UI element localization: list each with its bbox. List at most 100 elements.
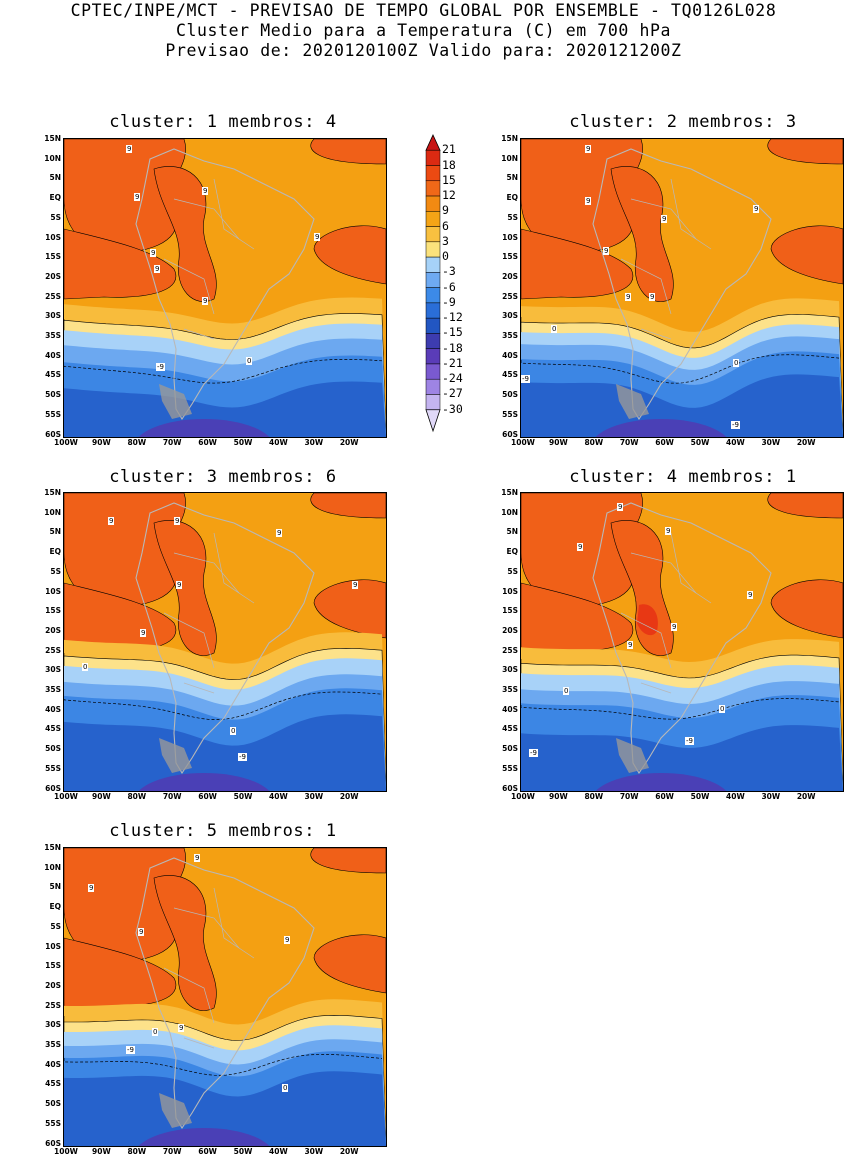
lat-tick-label: 55S	[502, 763, 518, 773]
contour-label: 9	[314, 233, 321, 241]
lat-tick-label: 35S	[45, 685, 61, 694]
lat-tick-label: 60S	[45, 1138, 61, 1148]
colorbar-swatch	[425, 348, 441, 365]
lon-tick-label: 30W	[304, 438, 324, 447]
lat-tick-label: 45S	[45, 370, 61, 380]
lon-tick-label: 90W	[549, 792, 568, 801]
colorbar-swatch	[425, 272, 441, 288]
panel-title: cluster: 1 membros: 4	[109, 112, 337, 132]
lon-tick-label: 90W	[549, 438, 568, 447]
lat-tick-label: 60S	[45, 783, 61, 793]
lon-tick-label: 70W	[162, 792, 182, 801]
lon-tick-label: 100W	[511, 792, 535, 801]
lat-tick-label: 20S	[502, 625, 518, 635]
lon-tick-label: 60W	[655, 438, 674, 447]
temperature-map	[64, 493, 386, 791]
lon-tick-label: 80W	[127, 438, 147, 447]
lat-tick-label: 25S	[45, 645, 61, 655]
contour-label: 9	[108, 517, 115, 525]
lon-tick-label: 30W	[761, 792, 781, 801]
lon-tick-label: 20W	[339, 1147, 359, 1156]
lat-tick-label: 15S	[45, 606, 61, 616]
lon-tick-label: 90W	[92, 1147, 111, 1156]
contour-label: 9	[352, 581, 359, 589]
contour-label: 9	[603, 247, 610, 255]
lat-tick-label: 15S	[45, 961, 61, 971]
lat-tick-label: 20S	[45, 625, 61, 635]
lat-tick-label: 15S	[502, 252, 518, 262]
lat-tick-label: 15S	[45, 252, 61, 262]
colorbar-label: -24	[442, 371, 463, 386]
lat-tick-label: 5S	[50, 566, 61, 576]
lon-tick-label: 60W	[655, 792, 674, 801]
colorbar-swatch	[425, 317, 441, 334]
lat-tick-label: 45S	[502, 724, 518, 734]
lon-tick-label: 100W	[54, 438, 78, 447]
lon-tick-label: 20W	[796, 438, 816, 447]
contour-label: 9	[126, 145, 133, 153]
colorbar-label: -27	[442, 386, 463, 401]
map-panel-5: 9 9 9 9 9 0 0 -9	[63, 847, 387, 1147]
contour-label: 9	[284, 936, 291, 944]
lat-tick-label: 10N	[44, 153, 61, 163]
contour-label: 9	[194, 854, 201, 862]
lon-tick-label: 60W	[198, 438, 217, 447]
contour-label: 0	[82, 663, 89, 671]
lat-tick-label: 10S	[45, 586, 61, 596]
lon-tick-label: 30W	[304, 1147, 324, 1156]
colorbar-swatch	[425, 302, 441, 319]
contour-label: -9	[521, 375, 530, 383]
colorbar-label: 3	[442, 233, 449, 248]
lon-tick-label: 80W	[584, 792, 604, 801]
contour-label: 9	[154, 265, 161, 273]
colorbar-label: -21	[442, 355, 463, 370]
lon-tick-label: 20W	[339, 792, 359, 801]
contour-label: 9	[627, 641, 634, 649]
colorbar-label: 15	[442, 172, 456, 187]
lat-tick-label: 30S	[502, 665, 518, 675]
lat-tick-label: EQ	[49, 902, 62, 912]
lat-tick-label: 25S	[45, 291, 61, 301]
contour-label: 9	[747, 591, 754, 599]
header-line-1: CPTEC/INPE/MCT - PREVISAO DE TEMPO GLOBA…	[70, 1, 777, 20]
colorbar-label: -3	[442, 264, 456, 279]
colorbar-swatch	[425, 226, 441, 243]
contour-label: 9	[150, 249, 157, 257]
lon-tick-label: 40W	[269, 1147, 288, 1156]
lat-tick-label: 5N	[506, 173, 519, 183]
lat-tick-label: 10N	[501, 507, 518, 517]
contour-label: 0	[282, 1084, 289, 1092]
contour-label: 9	[585, 197, 592, 205]
lat-tick-label: 15N	[44, 134, 61, 143]
contour-label: 9	[140, 629, 147, 637]
lat-tick-label: 5N	[49, 527, 62, 537]
map-panel-3: 9 9 9 9 9 9 0 0 -9	[63, 492, 387, 792]
contour-label: 9	[134, 193, 141, 201]
lat-tick-label: 30S	[45, 665, 61, 675]
lat-tick-label: 10S	[502, 586, 518, 596]
lon-tick-label: 40W	[269, 438, 288, 447]
colorbar-label: -30	[442, 401, 463, 416]
lat-tick-label: 50S	[45, 1099, 61, 1109]
lon-tick-label: 90W	[92, 792, 111, 801]
colorbar-label: -9	[442, 294, 456, 309]
lat-tick-label: EQ	[506, 193, 519, 203]
lat-tick-label: 35S	[502, 331, 518, 340]
colorbar-label: 21	[442, 142, 456, 157]
colorbar-swatch	[425, 195, 441, 212]
lon-tick-label: 70W	[619, 792, 639, 801]
panel-title: cluster: 2 membros: 3	[569, 112, 797, 132]
lon-tick-label: 50W	[690, 438, 710, 447]
contour-label: -9	[156, 363, 165, 371]
lon-tick-label: 50W	[233, 1147, 253, 1156]
lat-tick-label: 30S	[502, 311, 518, 321]
colorbar-swatch	[425, 333, 441, 349]
colorbar-swatch	[425, 287, 441, 304]
lat-tick-label: 40S	[45, 1059, 61, 1069]
contour-label: 9	[625, 293, 632, 301]
contour-label: 9	[671, 623, 678, 631]
lat-tick-label: 5N	[49, 173, 62, 183]
colorbar-swatch	[425, 134, 441, 151]
temperature-map	[521, 139, 843, 437]
lat-tick-label: 50S	[45, 390, 61, 400]
